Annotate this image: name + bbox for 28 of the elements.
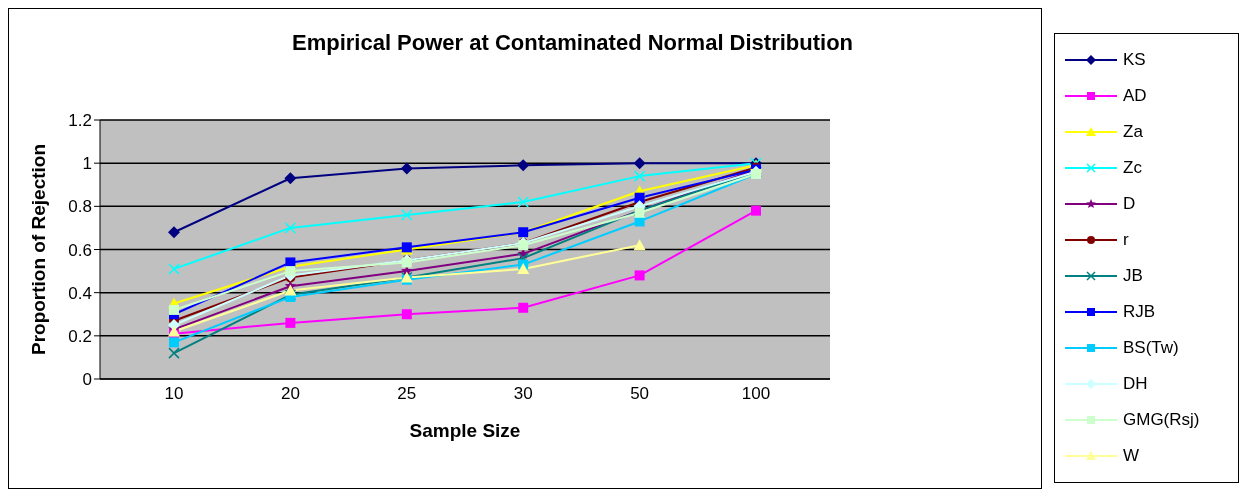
x-tick-label: 10: [164, 384, 184, 404]
legend-label: Za: [1123, 122, 1143, 142]
y-tick-label: 0.2: [68, 326, 92, 346]
legend-label: W: [1123, 446, 1140, 466]
x-tick-label: 25: [397, 384, 417, 404]
legend-label: DH: [1123, 374, 1148, 394]
chart-title: Empirical Power at Contaminated Normal Distribution: [290, 30, 855, 56]
legend-label: RJB: [1123, 302, 1156, 322]
y-tick-label: 0.8: [68, 197, 92, 217]
x-axis-title: Sample Size: [409, 420, 521, 441]
legend-label: AD: [1123, 86, 1147, 106]
legend-label: GMG(Rsj): [1123, 410, 1200, 430]
legend-label: Zc: [1123, 158, 1142, 178]
x-tick-label: 30: [513, 384, 533, 404]
y-axis-title: Proportion of Rejection: [27, 143, 49, 356]
legend-label: JB: [1123, 266, 1143, 286]
x-tick-label: 50: [630, 384, 650, 404]
legend-label: r: [1123, 230, 1129, 250]
y-tick-label: 0.6: [68, 240, 92, 260]
y-tick-label: 0.4: [68, 283, 92, 303]
x-tick-label: 100: [741, 384, 771, 404]
x-tick-label: 20: [280, 384, 300, 404]
y-tick-label: 0: [82, 370, 92, 390]
legend-label: BS(Tw): [1123, 338, 1179, 358]
legend-label: KS: [1123, 50, 1146, 70]
y-tick-label: 1: [82, 154, 92, 174]
legend-label: D: [1123, 194, 1136, 214]
y-tick-label: 1.2: [68, 111, 92, 131]
